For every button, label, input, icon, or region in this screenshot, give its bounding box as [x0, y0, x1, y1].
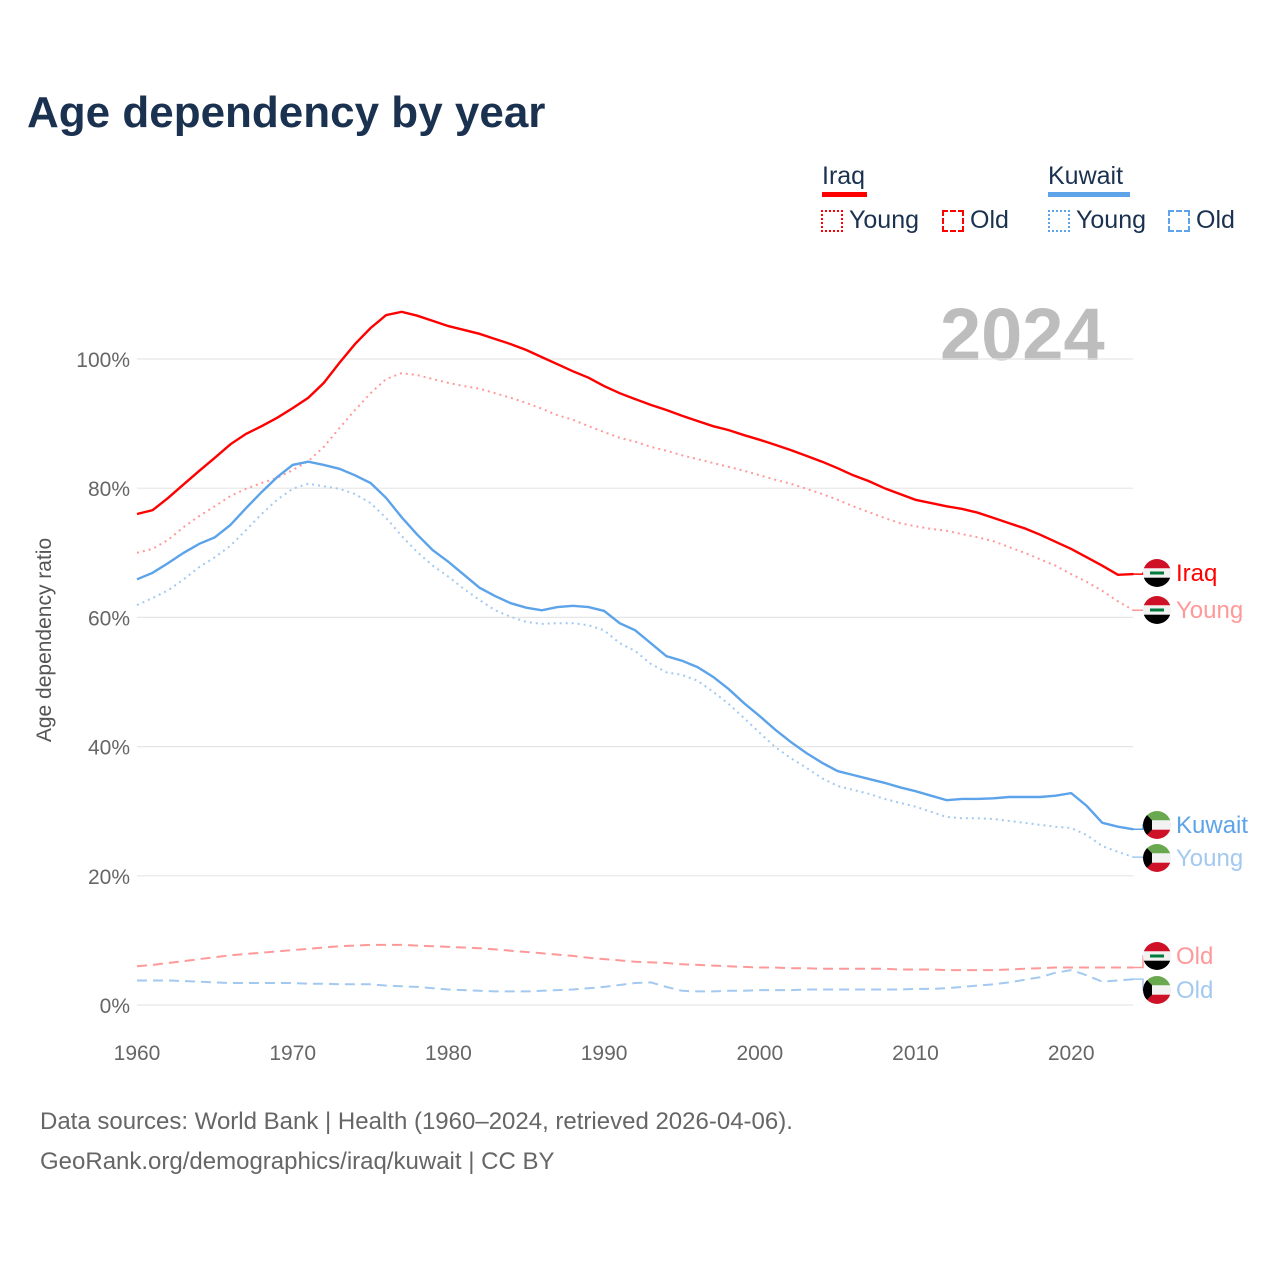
legend-iraq: Iraq: [822, 162, 867, 197]
flag-red: [1143, 994, 1171, 1004]
flag-green: [1143, 811, 1171, 821]
kuwait-flag-icon: [1143, 976, 1171, 1004]
flag-black: [1143, 577, 1171, 587]
flag-white: [1143, 985, 1171, 995]
series-line-kuwait-old: [137, 969, 1134, 993]
chart-title: Age dependency by year: [27, 88, 546, 137]
flag: [1143, 844, 1171, 872]
flag-black: [1143, 614, 1171, 624]
kuwait-flag-icon: [1143, 811, 1171, 839]
dashed-swatch-icon: [942, 209, 964, 232]
legend-iraq-label: Iraq: [822, 162, 866, 190]
x-tick-label: 2000: [736, 1042, 783, 1065]
y-tick-label: 40%: [88, 737, 130, 760]
series-line-iraq: [136, 310, 1134, 577]
legend-label: Young: [1076, 206, 1146, 234]
dotted-swatch-icon: [821, 209, 843, 232]
iraq-flag-icon: [1143, 559, 1171, 587]
flag-red: [1143, 559, 1171, 569]
legend-kuwait-old: Old: [1168, 206, 1235, 235]
series-end-label: Old: [1176, 943, 1213, 970]
y-tick-label: 100%: [76, 349, 130, 372]
x-tick-label: 2010: [892, 1042, 939, 1065]
legend-label: Old: [1196, 206, 1235, 234]
dashed-swatch-icon: [1168, 209, 1190, 232]
y-tick-label: 0%: [100, 995, 130, 1018]
series-line-kuwait: [136, 460, 1134, 831]
series-line-iraq-old: [136, 943, 1134, 972]
flag-trapezoid: [1143, 976, 1152, 1004]
source-url[interactable]: GeoRank.org/demographics/iraq/kuwait | C…: [40, 1148, 555, 1175]
flag-white: [1143, 820, 1171, 830]
series-end-label: Kuwait: [1176, 812, 1248, 839]
flag: [1143, 942, 1171, 970]
x-tick-label: 1990: [581, 1042, 628, 1065]
legend-iraq-young: Young: [821, 206, 919, 235]
flag-trapezoid: [1143, 811, 1152, 839]
series-line-kuwait-young: [136, 482, 1134, 859]
y-tick-label: 20%: [88, 866, 130, 889]
series-end-label: Iraq: [1176, 560, 1217, 587]
legend-kuwait-young: Young: [1048, 206, 1146, 235]
flag-green: [1143, 976, 1171, 986]
kuwait-flag-icon: [1143, 844, 1171, 872]
iraq-flag-icon: [1143, 596, 1171, 624]
legend-label: Young: [849, 206, 919, 234]
flag-black: [1143, 960, 1171, 970]
series-end-label: Old: [1176, 977, 1213, 1004]
legend-kuwait: Kuwait: [1048, 162, 1130, 197]
year-label: 2024: [940, 293, 1105, 376]
y-tick-label: 80%: [88, 478, 130, 501]
flag-red: [1143, 942, 1171, 952]
source-text: Data sources: World Bank | Health (1960–…: [40, 1108, 793, 1135]
series-end-label: Young: [1176, 597, 1243, 624]
x-tick-label: 1960: [114, 1042, 161, 1065]
flag-red: [1143, 862, 1171, 872]
flag-red: [1143, 596, 1171, 606]
flag: [1143, 976, 1171, 1004]
legend-iraq-swatch: [822, 192, 867, 197]
legend-kuwait-swatch: [1048, 192, 1130, 197]
dotted-swatch-icon: [1048, 209, 1070, 232]
series-line-iraq-young: [136, 372, 1134, 612]
flag-red: [1143, 829, 1171, 839]
x-tick-label: 1970: [269, 1042, 316, 1065]
flag-script: [1150, 608, 1164, 612]
flag-green: [1143, 844, 1171, 854]
y-tick-label: 60%: [88, 607, 130, 630]
x-tick-label: 2020: [1048, 1042, 1095, 1065]
flag: [1143, 811, 1171, 839]
flag-white: [1143, 853, 1171, 863]
legend-iraq-old: Old: [942, 206, 1009, 235]
x-tick-label: 1980: [425, 1042, 472, 1065]
flag-trapezoid: [1143, 844, 1152, 872]
flag-script: [1150, 954, 1164, 958]
flag: [1143, 559, 1171, 587]
flag: [1143, 596, 1171, 624]
series-end-label: Young: [1176, 845, 1243, 872]
iraq-flag-icon: [1143, 942, 1171, 970]
flag-script: [1150, 571, 1164, 575]
legend-label: Old: [970, 206, 1009, 234]
legend-kuwait-label: Kuwait: [1048, 162, 1124, 190]
